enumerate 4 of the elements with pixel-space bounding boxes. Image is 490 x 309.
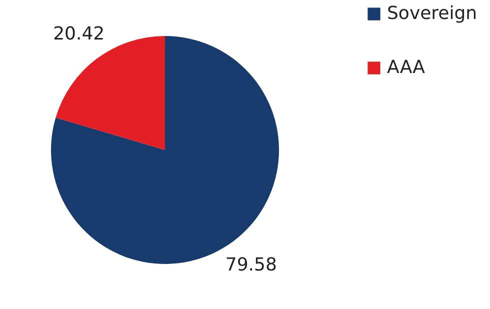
legend-label: AAA <box>387 57 426 78</box>
data-label: 20.42 <box>53 24 105 45</box>
legend-label: Sovereign <box>387 3 478 24</box>
data-label: 79.58 <box>225 254 277 276</box>
